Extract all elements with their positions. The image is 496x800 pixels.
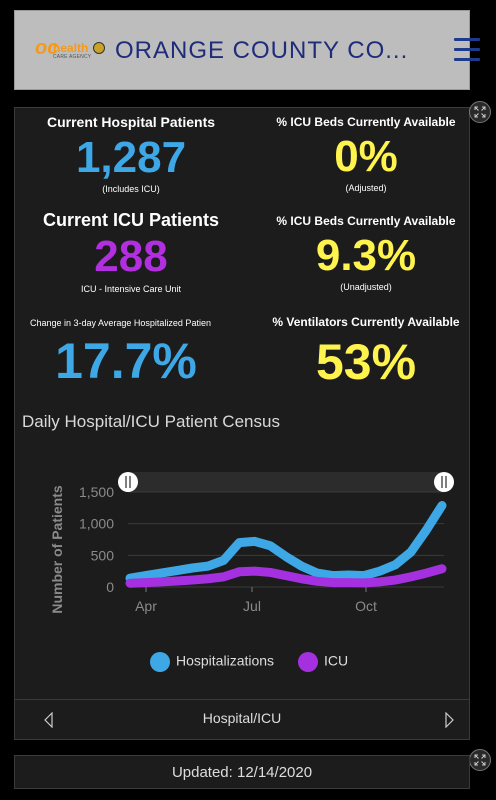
data-point (158, 570, 165, 577)
data-point (173, 577, 180, 584)
data-point (376, 568, 383, 575)
hamburger-menu-icon[interactable] (454, 38, 480, 61)
icu-available-unadjusted-stat: % ICU Beds Currently Available 9.3% (Una… (262, 214, 470, 292)
oc-health-logo[interactable]: oc health CARE AGENCY (35, 37, 115, 63)
stat-label: % ICU Beds Currently Available (276, 115, 456, 129)
data-point (189, 577, 196, 584)
logo-agency-text: CARE AGENCY (53, 54, 92, 60)
stat-sub: (Adjusted) (345, 183, 387, 193)
expand-icon[interactable] (469, 749, 491, 771)
data-point (267, 542, 274, 549)
county-seal-icon (93, 42, 105, 54)
y-tick-label: 1,000 (79, 516, 114, 532)
census-line-chart[interactable]: 1,500 1,000 500 0 Number of Patients Apr Jul Oc… (40, 460, 460, 620)
data-point (314, 578, 321, 585)
data-point (267, 569, 274, 576)
y-tick-label: 500 (91, 547, 115, 563)
hospital-patients-stat: Current Hospital Patients 1,287 (Include… (22, 114, 240, 194)
y-axis-label: Number of Patients (49, 485, 65, 614)
data-point (142, 572, 149, 579)
y-tick-label: 0 (106, 579, 114, 595)
icu-available-adjusted-stat: % ICU Beds Currently Available 0% (Adjus… (262, 114, 470, 193)
stat-value: 0% (334, 132, 398, 181)
stat-label: Current ICU Patients (42, 210, 220, 230)
data-point (439, 502, 445, 509)
data-point (439, 565, 445, 572)
stat-label: Current Hospital Patients (46, 114, 216, 130)
icu-patients-stat: Current ICU Patients 288 ICU - Intensive… (22, 210, 240, 294)
expand-icon[interactable] (469, 101, 491, 123)
hospitalizations-swatch (150, 652, 170, 672)
chart-title: Daily Hospital/ICU Patient Census (22, 412, 280, 431)
data-point (127, 580, 133, 587)
range-band (128, 472, 444, 492)
stat-label: % Ventilators Currently Available (272, 315, 460, 329)
data-point (345, 579, 352, 586)
stat-label: Change in 3-day Average Hospitalized Pat… (30, 318, 211, 328)
stat-value: 1,287 (75, 133, 187, 182)
data-point (361, 572, 367, 579)
data-point (173, 567, 180, 574)
data-point (220, 573, 227, 580)
page-title: ORANGE COUNTY CO... (115, 37, 409, 64)
data-point (407, 549, 414, 556)
stat-value: 53% (315, 334, 417, 390)
legend-icu[interactable]: ICU (298, 652, 348, 672)
data-point (205, 575, 211, 582)
data-point (392, 577, 399, 584)
ventilators-available-stat: % Ventilators Currently Available 53% (262, 315, 470, 387)
data-point (407, 573, 414, 580)
x-tick-label: Jul (243, 598, 261, 614)
card-pager: Hospital/ICU (14, 700, 470, 740)
data-point (220, 557, 227, 564)
data-point (392, 561, 399, 568)
stat-value: 9.3% (315, 231, 417, 280)
stat-sub: ICU - Intensive Care Unit (80, 284, 182, 294)
data-point (361, 579, 367, 586)
hospitalized-change-stat: Change in 3-day Average Hospitalized Pat… (30, 318, 222, 386)
data-point (423, 570, 430, 577)
stat-value: 17.7% (55, 333, 197, 389)
data-point (251, 568, 258, 575)
icu-swatch (298, 652, 318, 672)
data-point (189, 565, 196, 571)
data-point (329, 579, 336, 586)
data-point (251, 538, 258, 545)
app-header: oc health CARE AGENCY ORANGE COUNTY CO..… (14, 10, 480, 90)
data-point (236, 568, 243, 575)
data-point (142, 579, 149, 586)
pager-label: Hospital/ICU (202, 710, 282, 726)
data-point (283, 553, 289, 560)
stat-value: 288 (94, 232, 168, 281)
range-handle-icon (118, 472, 138, 492)
range-handle-icon (434, 472, 454, 492)
data-point (345, 571, 352, 578)
stat-sub: (Unadjusted) (340, 282, 392, 292)
data-point (298, 563, 305, 570)
data-point (329, 572, 336, 579)
x-tick-label: Oct (355, 598, 377, 614)
data-point (236, 539, 243, 546)
next-arrow-icon[interactable] (445, 712, 455, 728)
data-point (205, 563, 211, 570)
updated-timestamp: Updated: 12/14/2020 (14, 755, 470, 789)
stat-label: % ICU Beds Currently Available (276, 214, 456, 228)
data-point (158, 578, 165, 585)
stat-sub: (Includes ICU) (102, 184, 160, 194)
data-point (314, 570, 321, 577)
previous-arrow-icon[interactable] (43, 712, 53, 728)
legend-label: ICU (324, 652, 349, 669)
logo-oc-text: oc (35, 37, 59, 59)
data-point (376, 578, 383, 585)
legend-label: Hospitalizations (176, 652, 275, 669)
data-point (283, 572, 289, 579)
logo-health-text: health (53, 41, 89, 55)
legend-hospitalizations[interactable]: Hospitalizations (150, 652, 274, 672)
data-point (298, 575, 305, 582)
dashboard-card (14, 107, 470, 700)
y-tick-label: 1,500 (79, 484, 114, 500)
data-point (423, 527, 430, 533)
x-tick-label: Apr (135, 598, 157, 614)
